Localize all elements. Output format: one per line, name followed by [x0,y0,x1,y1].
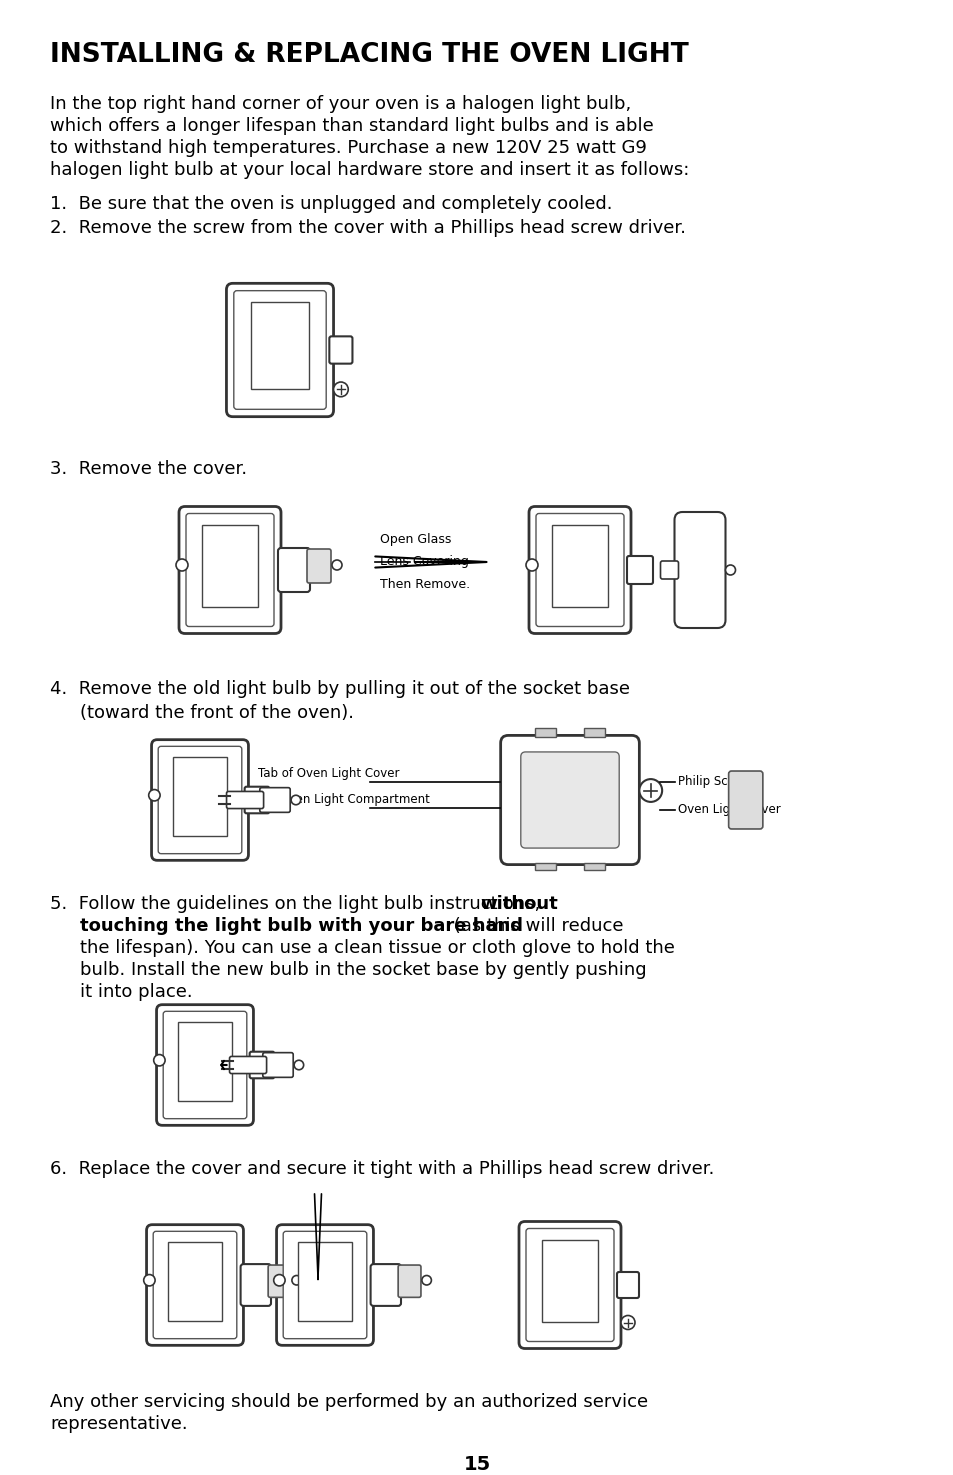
FancyBboxPatch shape [147,1224,243,1345]
Text: In the top right hand corner of your oven is a halogen light bulb,: In the top right hand corner of your ove… [50,94,631,114]
FancyBboxPatch shape [259,788,290,813]
FancyBboxPatch shape [529,506,630,633]
Bar [178,1022,232,1100]
FancyBboxPatch shape [307,549,331,583]
FancyBboxPatch shape [244,786,269,813]
FancyBboxPatch shape [518,1221,620,1348]
FancyBboxPatch shape [674,512,724,628]
Bar [583,863,604,870]
Text: which offers a longer lifespan than standard light bulbs and is able: which offers a longer lifespan than stan… [50,117,653,136]
FancyBboxPatch shape [520,752,618,848]
FancyBboxPatch shape [250,1052,274,1078]
Text: 1.  Be sure that the oven is unplugged and completely cooled.: 1. Be sure that the oven is unplugged an… [50,195,612,212]
Bar [535,727,556,738]
Text: 15: 15 [463,1454,490,1474]
FancyBboxPatch shape [226,792,263,808]
Text: INSTALLING & REPLACING THE OVEN LIGHT: INSTALLING & REPLACING THE OVEN LIGHT [50,41,688,68]
Bar [583,727,604,738]
Text: Philip Screw: Philip Screw [678,776,748,789]
Bar [173,757,226,835]
Text: Lens Covering: Lens Covering [379,556,468,568]
Circle shape [175,559,188,571]
Circle shape [274,1274,285,1286]
FancyBboxPatch shape [626,556,652,584]
Text: bulb. Install the new bulb in the socket base by gently pushing: bulb. Install the new bulb in the socket… [80,962,646,979]
FancyBboxPatch shape [233,291,326,410]
Text: 3.  Remove the cover.: 3. Remove the cover. [50,460,247,478]
FancyBboxPatch shape [500,736,639,864]
Circle shape [144,1274,155,1286]
Text: 6.  Replace the cover and secure it tight with a Phillips head screw driver.: 6. Replace the cover and secure it tight… [50,1159,714,1179]
Text: 4.  Remove the old light bulb by pulling it out of the socket base: 4. Remove the old light bulb by pulling … [50,680,629,698]
Bar [541,1239,598,1323]
FancyBboxPatch shape [659,560,678,580]
FancyBboxPatch shape [268,1266,291,1298]
Bar [202,525,257,608]
Text: touching the light bulb with your bare hand: touching the light bulb with your bare h… [80,917,522,935]
FancyBboxPatch shape [283,1232,366,1339]
FancyBboxPatch shape [397,1266,420,1298]
FancyBboxPatch shape [536,513,623,627]
FancyBboxPatch shape [277,549,310,591]
FancyBboxPatch shape [617,1271,639,1298]
Circle shape [639,779,661,802]
Text: halogen light bulb at your local hardware store and insert it as follows:: halogen light bulb at your local hardwar… [50,161,689,178]
FancyBboxPatch shape [186,513,274,627]
Circle shape [620,1316,635,1329]
Bar [552,525,607,608]
FancyBboxPatch shape [262,1053,293,1077]
FancyBboxPatch shape [370,1264,400,1305]
FancyBboxPatch shape [230,1056,266,1074]
FancyBboxPatch shape [226,283,334,416]
Text: it into place.: it into place. [80,982,193,1002]
Text: without: without [479,895,558,913]
Circle shape [334,382,348,397]
Bar [298,1242,351,1320]
FancyBboxPatch shape [329,336,352,364]
Text: the lifespan). You can use a clean tissue or cloth glove to hold the: the lifespan). You can use a clean tissu… [80,940,674,957]
Bar [169,1242,221,1320]
FancyBboxPatch shape [276,1224,373,1345]
Circle shape [292,1276,301,1285]
FancyBboxPatch shape [728,771,762,829]
FancyBboxPatch shape [152,739,248,860]
Text: (toward the front of the oven).: (toward the front of the oven). [80,704,354,721]
Text: Tab of Oven Light Cover: Tab of Oven Light Cover [257,767,399,780]
Text: 2.  Remove the screw from the cover with a Phillips head screw driver.: 2. Remove the screw from the cover with … [50,218,685,237]
Text: to withstand high temperatures. Purchase a new 120V 25 watt G9: to withstand high temperatures. Purchase… [50,139,646,156]
Circle shape [525,559,537,571]
Circle shape [149,789,160,801]
Circle shape [294,1061,303,1069]
Text: Oven Light Cover: Oven Light Cover [678,804,780,817]
Circle shape [153,1055,165,1066]
FancyBboxPatch shape [525,1229,614,1341]
Circle shape [332,560,341,569]
Text: representative.: representative. [50,1415,188,1434]
Bar [251,302,309,389]
Text: 5.  Follow the guidelines on the light bulb instructions,: 5. Follow the guidelines on the light bu… [50,895,545,913]
FancyBboxPatch shape [179,506,281,633]
FancyBboxPatch shape [156,1004,253,1125]
Circle shape [421,1276,431,1285]
Text: Slot of Oven Light Compartment: Slot of Oven Light Compartment [237,794,430,805]
Circle shape [724,565,735,575]
FancyBboxPatch shape [153,1232,236,1339]
Circle shape [291,795,300,805]
Text: Any other servicing should be performed by an authorized service: Any other servicing should be performed … [50,1392,647,1412]
Text: Open Glass: Open Glass [379,534,451,547]
Bar [535,863,556,870]
FancyBboxPatch shape [240,1264,271,1305]
FancyBboxPatch shape [163,1012,247,1118]
Text: (as this will reduce: (as this will reduce [448,917,623,935]
Text: Then Remove.: Then Remove. [379,578,470,590]
FancyBboxPatch shape [158,746,241,854]
